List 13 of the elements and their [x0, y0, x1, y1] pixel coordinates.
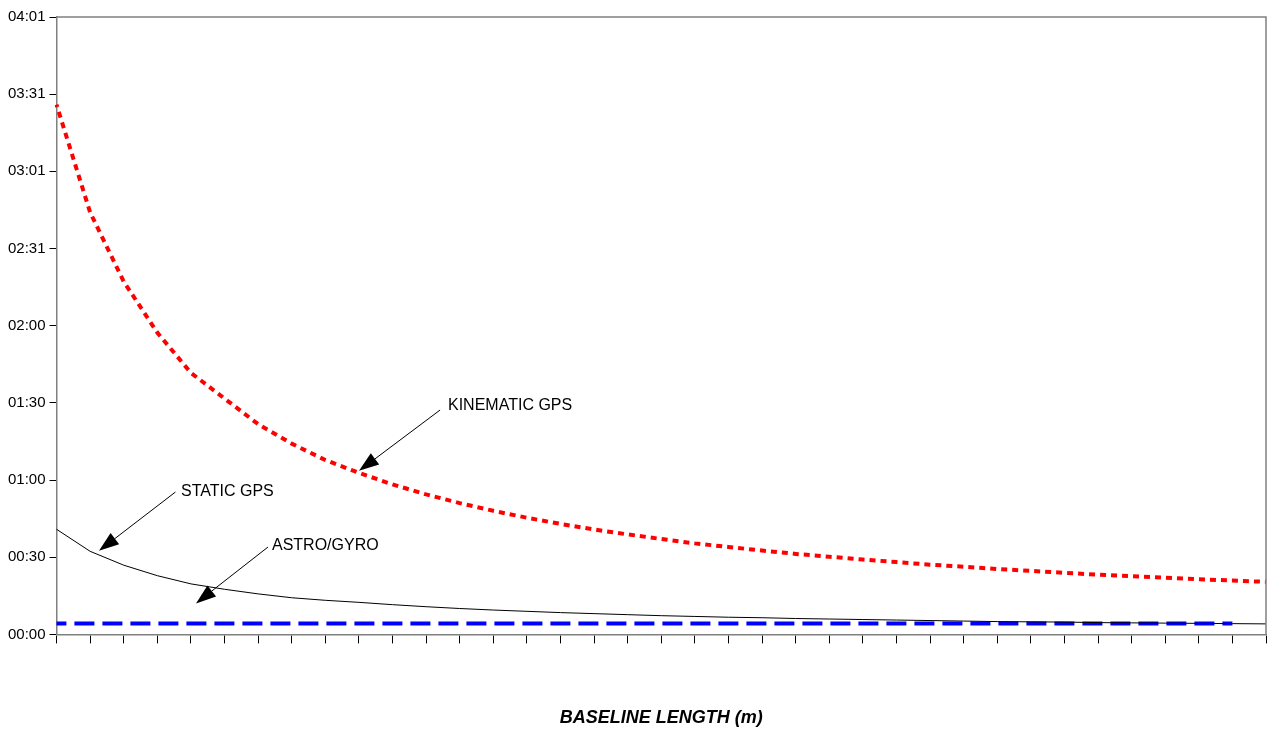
- y-tick-label: 02:31: [7, 238, 46, 256]
- y-tick-label: 04:01: [7, 7, 46, 25]
- y-tick-label: 00:30: [7, 547, 46, 565]
- y-tick-label: 03:31: [7, 84, 46, 102]
- annotation: KINEMATIC GPS: [448, 396, 573, 414]
- y-tick-label: 01:00: [7, 470, 46, 488]
- annotation: ASTRO/GYRO: [272, 536, 379, 554]
- annotation: STATIC GPS: [181, 482, 274, 500]
- x-axis-title: BASELINE LENGTH (m): [559, 707, 763, 728]
- y-tick-label: 02:00: [7, 315, 46, 333]
- y-tick-label: 00:00: [7, 624, 46, 642]
- y-tick-label: 03:01: [7, 161, 46, 179]
- y-tick-label: 01:30: [7, 393, 46, 411]
